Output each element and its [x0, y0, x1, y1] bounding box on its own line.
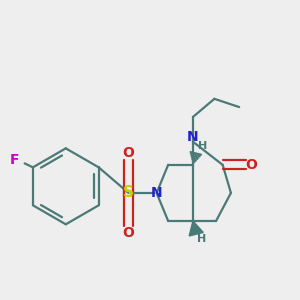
Text: F: F — [10, 153, 20, 167]
Polygon shape — [189, 221, 203, 236]
Text: O: O — [245, 158, 257, 172]
Text: O: O — [123, 146, 134, 160]
Text: N: N — [151, 186, 162, 200]
Text: S: S — [123, 185, 134, 200]
Text: H: H — [196, 234, 206, 244]
Text: H: H — [198, 141, 207, 151]
Text: N: N — [187, 130, 199, 144]
Text: O: O — [123, 226, 134, 240]
